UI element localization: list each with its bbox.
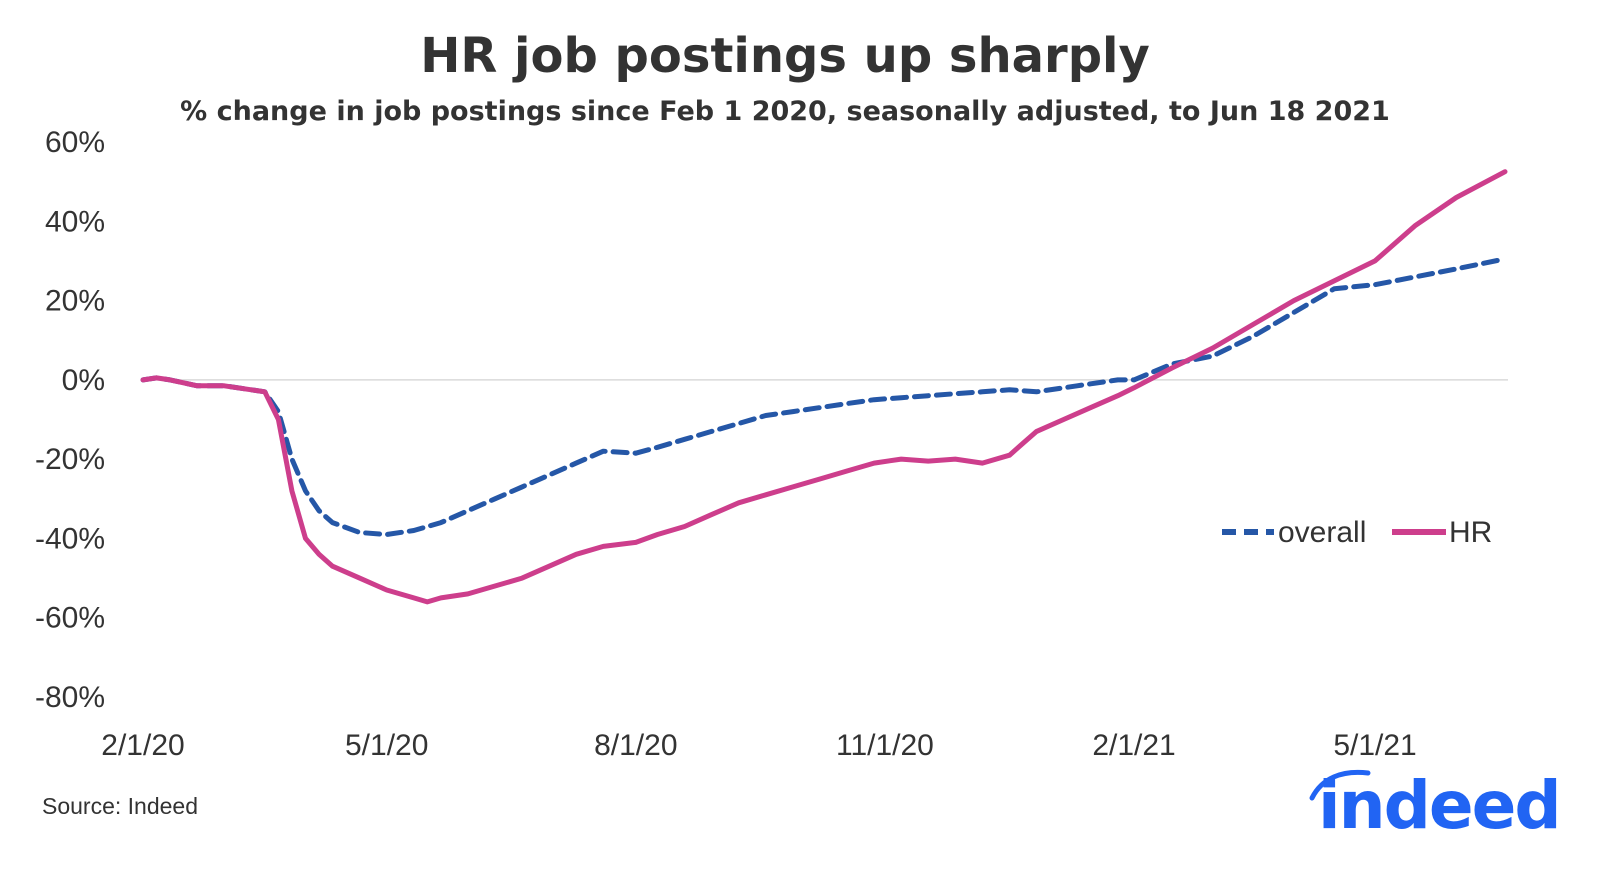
- y-tick-label: -60%: [35, 602, 105, 635]
- chart-title: HR job postings up sharply: [420, 28, 1150, 84]
- y-tick-label: -20%: [35, 443, 105, 476]
- y-axis: 60% 40% 20% 0% -20% -40% -60% -80%: [35, 126, 105, 714]
- series-lines: [140, 169, 1508, 605]
- x-tick-label: 2/1/21: [1092, 729, 1175, 762]
- x-tick-label: 2/1/20: [101, 729, 184, 762]
- y-tick-label: -40%: [35, 522, 105, 555]
- series-line-hr: [140, 169, 1508, 605]
- logo-swoosh-icon: [1309, 769, 1371, 801]
- legend-label-overall: overall: [1278, 516, 1366, 549]
- x-tick-label: 5/1/21: [1333, 729, 1416, 762]
- y-tick-label: -80%: [35, 681, 105, 714]
- y-tick-label: 60%: [45, 126, 105, 159]
- x-tick-label: 11/1/20: [836, 729, 934, 762]
- y-tick-label: 20%: [45, 285, 105, 318]
- indeed-logo: indeed: [1309, 767, 1562, 844]
- x-tick-label: 8/1/20: [594, 729, 677, 762]
- y-tick-label: 0%: [62, 364, 105, 397]
- legend-label-hr: HR: [1449, 516, 1492, 549]
- chart-subtitle: % change in job postings since Feb 1 202…: [180, 96, 1390, 127]
- x-axis: 2/1/20 5/1/20 8/1/20 11/1/20 2/1/21 5/1/21: [101, 729, 1416, 762]
- x-tick-label: 5/1/20: [345, 729, 428, 762]
- series-line-overall: [140, 256, 1508, 537]
- source-note: Source: Indeed: [42, 793, 198, 819]
- logo-wordmark: indeed: [1318, 767, 1560, 844]
- y-tick-label: 40%: [45, 205, 105, 238]
- legend: overall HR: [1222, 516, 1492, 549]
